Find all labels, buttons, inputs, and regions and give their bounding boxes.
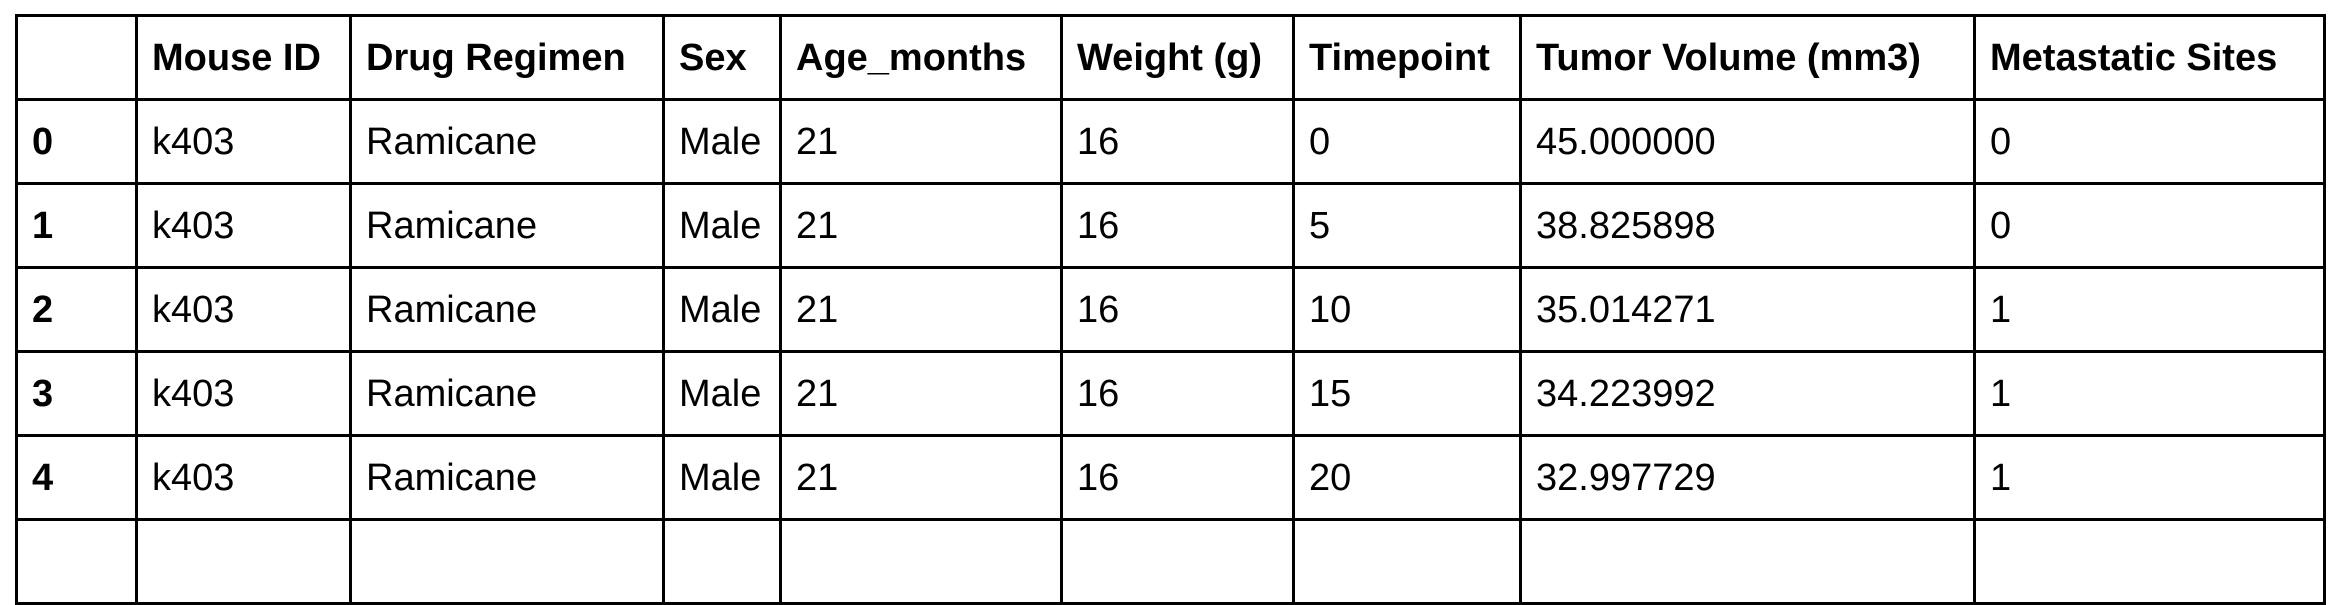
cell-metastatic-sites: 0 — [1973, 182, 2326, 269]
cell-drug-regimen: Ramicane — [349, 182, 665, 269]
cell-drug-regimen: Ramicane — [349, 266, 665, 353]
cell-age-months: 21 — [779, 434, 1063, 521]
cell-weight: 16 — [1060, 434, 1295, 521]
cell-drug-regimen: Ramicane — [349, 434, 665, 521]
cell-age-months: 21 — [779, 266, 1063, 353]
column-header-age-months: Age_months — [779, 14, 1063, 101]
cell-sex: Male — [662, 182, 782, 269]
cell-age-months: 21 — [779, 182, 1063, 269]
cell-mouse-id: k403 — [135, 434, 352, 521]
cell-tumor-volume: 38.825898 — [1519, 182, 1976, 269]
table-row-cut-off — [15, 518, 2326, 605]
column-header-drug-regimen: Drug Regimen — [349, 14, 665, 101]
row-index: 3 — [15, 350, 138, 437]
cell-timepoint — [1292, 518, 1522, 605]
cell-timepoint: 15 — [1292, 350, 1522, 437]
cell-timepoint: 20 — [1292, 434, 1522, 521]
cell-mouse-id: k403 — [135, 98, 352, 185]
cell-tumor-volume: 45.000000 — [1519, 98, 1976, 185]
cell-sex: Male — [662, 350, 782, 437]
cell-mouse-id: k403 — [135, 182, 352, 269]
header-row: Mouse ID Drug Regimen Sex Age_months Wei… — [15, 14, 2326, 101]
column-header-tumor-volume: Tumor Volume (mm3) — [1519, 14, 1976, 101]
cell-weight: 16 — [1060, 182, 1295, 269]
cell-weight: 16 — [1060, 350, 1295, 437]
cell-mouse-id — [135, 518, 352, 605]
cell-tumor-volume: 32.997729 — [1519, 434, 1976, 521]
cell-drug-regimen — [349, 518, 665, 605]
cell-tumor-volume: 35.014271 — [1519, 266, 1976, 353]
table-row: 3 k403 Ramicane Male 21 16 15 34.223992 … — [15, 350, 2326, 437]
cell-sex: Male — [662, 98, 782, 185]
cell-metastatic-sites: 0 — [1973, 98, 2326, 185]
row-index: 1 — [15, 182, 138, 269]
column-header-metastatic-sites: Metastatic Sites — [1973, 14, 2326, 101]
cell-metastatic-sites: 1 — [1973, 350, 2326, 437]
cell-sex: Male — [662, 266, 782, 353]
row-index — [15, 518, 138, 605]
table-row: 0 k403 Ramicane Male 21 16 0 45.000000 0 — [15, 98, 2326, 185]
table-row: 2 k403 Ramicane Male 21 16 10 35.014271 … — [15, 266, 2326, 353]
cell-drug-regimen: Ramicane — [349, 98, 665, 185]
cell-tumor-volume — [1519, 518, 1976, 605]
row-index: 0 — [15, 98, 138, 185]
column-header-timepoint: Timepoint — [1292, 14, 1522, 101]
cell-age-months — [779, 518, 1063, 605]
cell-tumor-volume: 34.223992 — [1519, 350, 1976, 437]
table-row: 1 k403 Ramicane Male 21 16 5 38.825898 0 — [15, 182, 2326, 269]
cell-sex: Male — [662, 434, 782, 521]
dataframe-table: Mouse ID Drug Regimen Sex Age_months Wei… — [15, 14, 2326, 605]
index-header — [15, 14, 138, 101]
cell-metastatic-sites — [1973, 518, 2326, 605]
row-index: 2 — [15, 266, 138, 353]
cell-timepoint: 10 — [1292, 266, 1522, 353]
cell-mouse-id: k403 — [135, 350, 352, 437]
cell-weight: 16 — [1060, 98, 1295, 185]
cell-weight: 16 — [1060, 266, 1295, 353]
cell-metastatic-sites: 1 — [1973, 266, 2326, 353]
cell-weight — [1060, 518, 1295, 605]
cell-age-months: 21 — [779, 98, 1063, 185]
cell-timepoint: 0 — [1292, 98, 1522, 185]
cell-metastatic-sites: 1 — [1973, 434, 2326, 521]
column-header-weight: Weight (g) — [1060, 14, 1295, 101]
cell-timepoint: 5 — [1292, 182, 1522, 269]
row-index: 4 — [15, 434, 138, 521]
dataframe-container: Mouse ID Drug Regimen Sex Age_months Wei… — [15, 14, 2326, 605]
cell-drug-regimen: Ramicane — [349, 350, 665, 437]
column-header-mouse-id: Mouse ID — [135, 14, 352, 101]
table-row: 4 k403 Ramicane Male 21 16 20 32.997729 … — [15, 434, 2326, 521]
cell-mouse-id: k403 — [135, 266, 352, 353]
cell-sex — [662, 518, 782, 605]
cell-age-months: 21 — [779, 350, 1063, 437]
column-header-sex: Sex — [662, 14, 782, 101]
